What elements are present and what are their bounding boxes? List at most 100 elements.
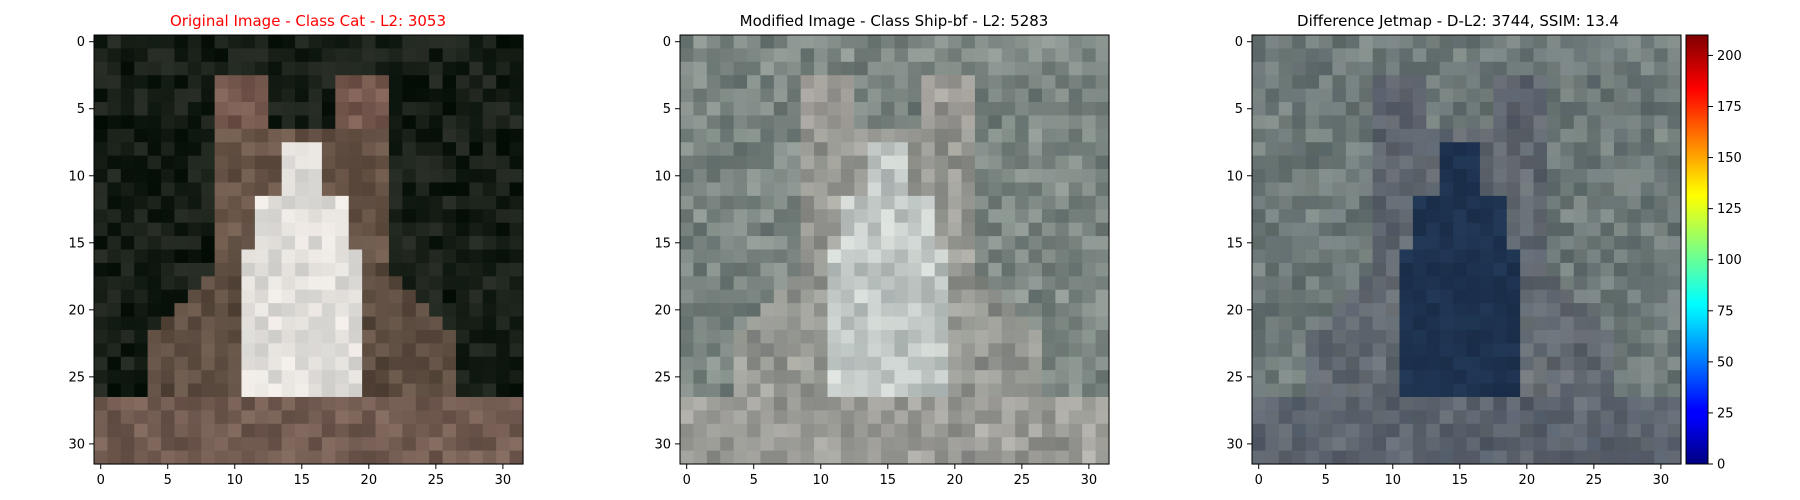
image-pixel	[1533, 450, 1548, 465]
image-pixel	[388, 276, 403, 291]
image-pixel	[201, 356, 216, 371]
image-pixel	[295, 128, 310, 143]
image-pixel	[161, 209, 176, 224]
image-pixel	[1506, 370, 1521, 385]
image-pixel	[881, 142, 896, 157]
image-pixel	[1412, 423, 1427, 438]
image-pixel	[201, 142, 216, 157]
image-pixel	[442, 423, 457, 438]
image-pixel	[1600, 316, 1615, 331]
image-pixel	[402, 383, 417, 398]
image-pixel	[1319, 88, 1334, 103]
image-pixel	[295, 35, 310, 50]
image-pixel	[867, 35, 882, 50]
image-pixel	[388, 169, 403, 184]
image-pixel	[1479, 303, 1494, 318]
image-pixel	[1278, 48, 1293, 63]
image-pixel	[268, 396, 283, 411]
image-pixel	[1399, 142, 1414, 157]
image-pixel	[1082, 35, 1097, 50]
image-pixel	[1439, 128, 1454, 143]
image-pixel	[1278, 423, 1293, 438]
image-pixel	[1560, 356, 1575, 371]
image-pixel	[1305, 262, 1320, 277]
image-pixel	[1386, 88, 1401, 103]
image-pixel	[1466, 410, 1481, 425]
image-pixel	[1439, 303, 1454, 318]
image-pixel	[1265, 316, 1280, 331]
image-pixel	[988, 262, 1003, 277]
image-pixel	[1082, 75, 1097, 90]
image-pixel	[720, 450, 735, 465]
image-pixel	[787, 303, 802, 318]
image-pixel	[308, 276, 323, 291]
image-pixel	[1332, 410, 1347, 425]
image-pixel	[1399, 48, 1414, 63]
image-pixel	[1028, 303, 1043, 318]
image-pixel	[214, 262, 229, 277]
image-pixel	[921, 48, 936, 63]
image-pixel	[1278, 209, 1293, 224]
image-pixel	[1305, 423, 1320, 438]
image-pixel	[375, 396, 390, 411]
image-pixel	[1292, 128, 1307, 143]
image-pixel	[281, 61, 296, 76]
image-pixel	[174, 249, 189, 264]
image-pixel	[787, 410, 802, 425]
image-pixel	[840, 222, 855, 237]
image-pixel	[201, 61, 216, 76]
image-pixel	[335, 35, 350, 50]
image-pixel	[988, 410, 1003, 425]
image-pixel	[1015, 289, 1030, 304]
image-pixel	[254, 209, 269, 224]
image-pixel	[1493, 222, 1508, 237]
image-pixel	[1426, 155, 1441, 170]
image-pixel	[934, 423, 949, 438]
image-pixel	[921, 396, 936, 411]
image-pixel	[1332, 437, 1347, 452]
image-pixel	[1252, 128, 1267, 143]
image-pixel	[1493, 142, 1508, 157]
image-pixel	[1546, 410, 1561, 425]
image-pixel	[214, 222, 229, 237]
image-pixel	[415, 316, 430, 331]
image-pixel	[1399, 102, 1414, 117]
image-pixel	[1654, 410, 1669, 425]
image-pixel	[1305, 209, 1320, 224]
image-pixel	[161, 142, 176, 157]
image-pixel	[680, 48, 695, 63]
image-pixel	[1627, 115, 1642, 130]
image-pixel	[1613, 303, 1628, 318]
image-pixel	[455, 356, 470, 371]
image-pixel	[1479, 169, 1494, 184]
image-pixel	[228, 236, 243, 251]
image-pixel	[1600, 222, 1615, 237]
image-pixel	[773, 35, 788, 50]
image-pixel	[1252, 343, 1267, 358]
image-pixel	[281, 236, 296, 251]
image-pixel	[1265, 88, 1280, 103]
image-pixel	[1439, 75, 1454, 90]
image-pixel	[1412, 437, 1427, 452]
image-pixel	[1613, 128, 1628, 143]
image-pixel	[1613, 102, 1628, 117]
image-pixel	[1332, 396, 1347, 411]
image-pixel	[988, 88, 1003, 103]
image-pixel	[147, 423, 162, 438]
image-pixel	[455, 437, 470, 452]
image-pixel	[1654, 102, 1669, 117]
image-pixel	[469, 142, 484, 157]
image-pixel	[1399, 236, 1414, 251]
image-pixel	[455, 115, 470, 130]
image-pixel	[961, 75, 976, 90]
y-tick-label: 25	[1226, 370, 1243, 385]
image-pixel	[706, 262, 721, 277]
image-pixel	[760, 396, 775, 411]
image-pixel	[187, 343, 202, 358]
image-pixel	[1278, 383, 1293, 398]
image-pixel	[362, 182, 377, 197]
image-pixel	[147, 48, 162, 63]
image-pixel	[281, 262, 296, 277]
image-pixel	[1600, 262, 1615, 277]
image-pixel	[867, 75, 882, 90]
